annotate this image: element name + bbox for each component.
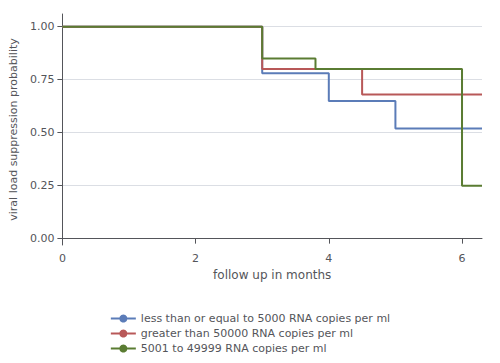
svg-text:0.25: 0.25: [30, 179, 55, 192]
svg-text:less than or equal to 5000 RNA: less than or equal to 5000 RNA copies pe…: [141, 312, 390, 325]
svg-text:viral load suppression probabi: viral load suppression probability: [7, 38, 20, 221]
svg-text:greater than 50000 RNA copies: greater than 50000 RNA copies per ml: [141, 327, 353, 340]
svg-text:5001 to 49999 RNA copies per m: 5001 to 49999 RNA copies per ml: [141, 342, 327, 355]
svg-text:1.00: 1.00: [30, 20, 55, 33]
svg-text:4: 4: [325, 252, 332, 265]
svg-text:6: 6: [459, 252, 466, 265]
svg-text:0.75: 0.75: [30, 73, 55, 86]
svg-text:2: 2: [192, 252, 199, 265]
svg-text:0.50: 0.50: [30, 126, 55, 139]
svg-text:0.00: 0.00: [30, 232, 55, 245]
svg-text:follow up in months: follow up in months: [213, 268, 331, 282]
svg-text:0: 0: [59, 252, 66, 265]
